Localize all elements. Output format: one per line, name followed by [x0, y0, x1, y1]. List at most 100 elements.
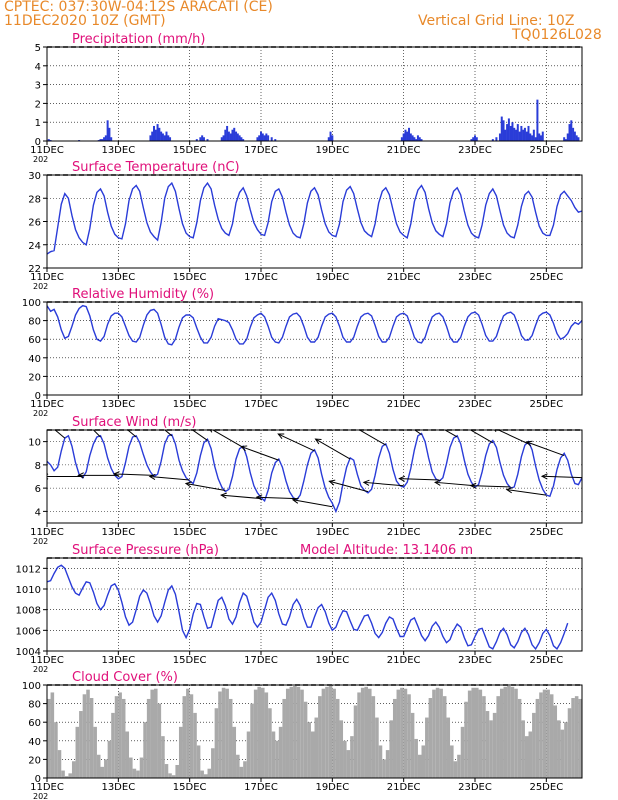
- x-tick-label: 17DEC: [244, 399, 278, 410]
- cloud-bar: [157, 703, 162, 778]
- precip-bar: [165, 131, 168, 141]
- plot-area: [47, 181, 582, 255]
- precip-bar: [153, 125, 155, 141]
- precip-bar: [160, 131, 163, 141]
- precip-bar: [238, 135, 241, 141]
- x-tick-label: 11DEC: [30, 145, 64, 156]
- cloud-bar: [143, 722, 147, 778]
- y-tick-label: 40: [28, 737, 41, 748]
- cloud-bar: [268, 708, 272, 778]
- cloud-bar: [435, 687, 440, 778]
- cloud-bar: [485, 711, 490, 778]
- cloud-bar: [243, 761, 247, 778]
- cloud-bar: [139, 757, 144, 778]
- cloud-bar: [289, 686, 294, 778]
- x-tick-label: 15DEC: [173, 655, 207, 666]
- y-tick-label: 1006: [16, 626, 41, 637]
- cloud-bar: [553, 705, 558, 778]
- wind-arrow: [211, 430, 244, 448]
- cloud-bar: [321, 688, 326, 778]
- x-tick-label: 21DEC: [387, 272, 421, 283]
- cloud-bar: [175, 764, 179, 778]
- precip-bar: [220, 137, 223, 141]
- precip-bar: [406, 131, 409, 141]
- precip-bar: [256, 137, 259, 141]
- cloud-bar: [214, 708, 219, 778]
- wind-arrow: [114, 473, 155, 476]
- precip-bar: [495, 137, 498, 141]
- cloud-bar: [125, 731, 130, 778]
- x-tick-label: 19DEC: [315, 782, 349, 793]
- x-tick-label: 25DEC: [529, 527, 563, 538]
- cloud-bar: [68, 773, 72, 778]
- y-tick-label: 20: [28, 755, 41, 766]
- precip-bar: [201, 135, 204, 141]
- cloud-bar: [200, 770, 204, 778]
- x-tick-label: 13DEC: [101, 272, 135, 283]
- cloud-bar: [578, 698, 582, 778]
- wind-arrow-head: [458, 423, 464, 428]
- wind-arrow: [241, 446, 280, 461]
- precip-bar: [265, 133, 268, 141]
- wind-arrow: [435, 481, 476, 487]
- cloud-bar: [475, 687, 479, 778]
- wind-arrow: [444, 430, 458, 438]
- precip-bar: [577, 137, 580, 141]
- precip-bar: [270, 137, 273, 141]
- x-tick-label: 15DEC: [173, 399, 207, 410]
- x-tick-label: 17DEC: [244, 782, 278, 793]
- precip-bar: [206, 139, 209, 141]
- y-tick-label: 100: [22, 298, 41, 309]
- precip-bar: [500, 116, 503, 141]
- cloud-bar: [150, 689, 154, 778]
- panel-title: Surface Pressure (hPa): [72, 543, 219, 558]
- cloud-bar: [364, 686, 368, 778]
- x-tick-label: 25DEC: [529, 399, 563, 410]
- wind-arrow: [358, 430, 387, 446]
- precip-bar: [570, 120, 573, 141]
- precip-bar: [329, 131, 332, 141]
- precip-bar: [539, 135, 542, 141]
- precip-bar: [491, 139, 494, 141]
- cloud-bar: [79, 711, 83, 778]
- wind-arrow: [413, 430, 422, 436]
- wind-arrow: [149, 476, 190, 481]
- cloud-bar: [528, 731, 533, 778]
- y-tick-label: 80: [28, 700, 41, 711]
- panel-title: Cloud Cover (%): [72, 670, 178, 685]
- cloud-bar: [89, 698, 94, 778]
- wind-arrow: [164, 430, 173, 437]
- y-tick-label: 3: [35, 81, 41, 92]
- wind-arrow-head: [398, 475, 406, 482]
- wind-arrow-head: [525, 440, 533, 447]
- cloud-bar: [574, 696, 579, 778]
- series-line: [47, 181, 582, 255]
- cloud-bar: [285, 688, 290, 778]
- x-tick-label: 17DEC: [244, 145, 278, 156]
- x-tick-label: 23DEC: [458, 655, 492, 666]
- panel-1: 22 24 26 28 30 11DEC 13DEC 15DEC 17DEC 19DEC 21DEC…: [28, 160, 583, 291]
- cloud-bar: [389, 720, 393, 778]
- precip-bar: [420, 139, 423, 141]
- cloud-bar: [396, 689, 401, 778]
- precip-bar: [233, 127, 236, 141]
- precip-bar: [163, 135, 166, 141]
- cloud-bar: [542, 689, 547, 778]
- wind-arrow-head: [209, 430, 213, 433]
- cloud-bar: [71, 761, 76, 778]
- cloud-bar: [136, 770, 140, 778]
- cloud-bar: [93, 726, 97, 778]
- precip-bar: [267, 135, 270, 141]
- cloud-bar: [339, 720, 344, 778]
- panel-title: Relative Humidity (%): [72, 287, 214, 302]
- panel-title: Surface Temperature (nC): [72, 160, 240, 175]
- cloud-bar: [549, 694, 554, 778]
- x-tick-label: 13DEC: [101, 145, 135, 156]
- x-tick-label: 15DEC: [173, 782, 207, 793]
- cloud-bar: [410, 712, 415, 778]
- panel-frame: [46, 429, 583, 524]
- wind-arrow: [506, 489, 547, 496]
- y-tick-label: 4: [35, 507, 41, 518]
- panel-title: Surface Wind (m/s): [72, 415, 196, 430]
